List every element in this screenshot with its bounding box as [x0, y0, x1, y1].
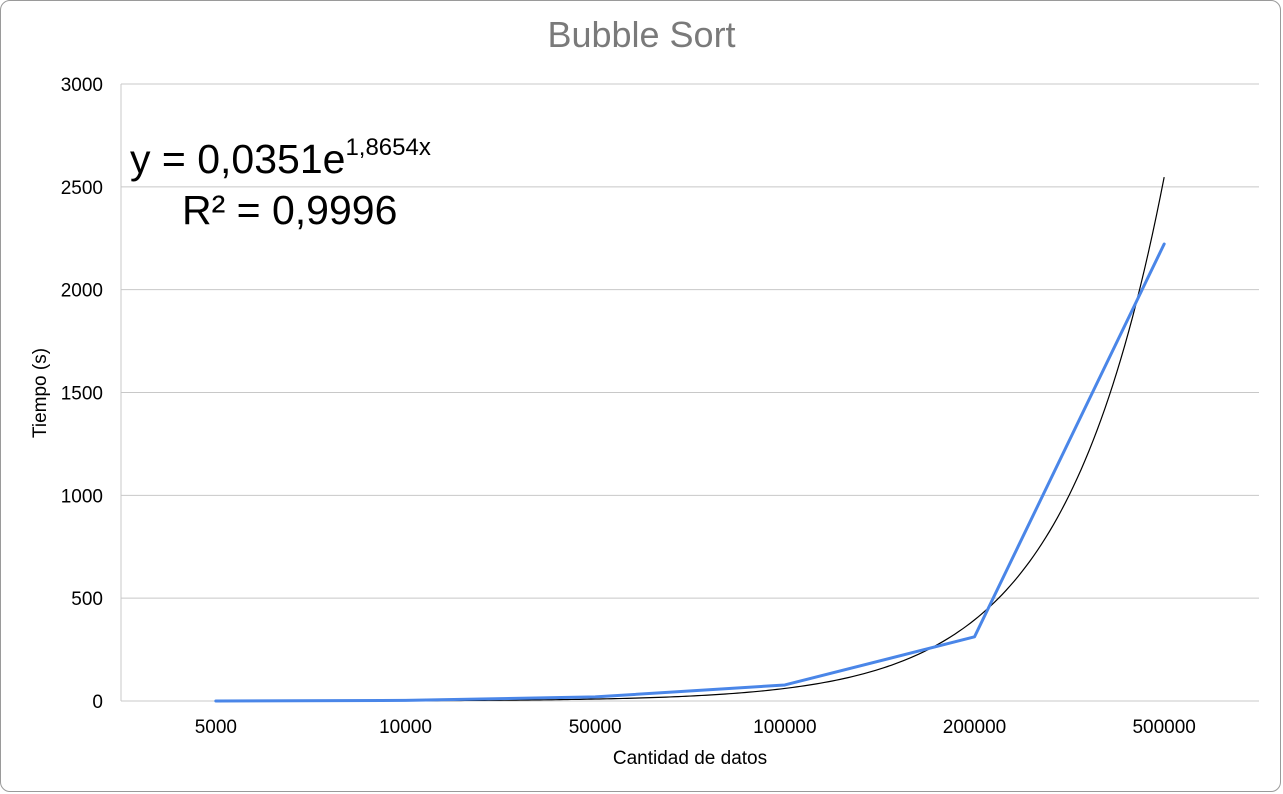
chart-title: Bubble Sort	[547, 14, 736, 55]
trendline-equation-base: y = 0,0351e	[130, 136, 346, 182]
x-tick-label: 5000	[195, 717, 237, 738]
series	[214, 242, 1166, 703]
x-tick-label: 50000	[569, 717, 622, 738]
x-tick-label: 100000	[753, 717, 816, 738]
x-tick-label: 200000	[943, 717, 1006, 738]
y-tick-label: 500	[71, 589, 103, 610]
trendline-equation-exponent: 1,8654x	[345, 134, 431, 161]
x-tick-label: 500000	[1132, 717, 1195, 738]
series-line	[214, 242, 1166, 703]
y-axis-title: Tiempo (s)	[30, 348, 51, 438]
trendline	[215, 176, 1165, 702]
trendline-curve	[215, 176, 1165, 702]
y-tick-labels: 0 500 1000 1500 2000 2500 3000	[61, 75, 103, 713]
y-tick-label: 2000	[61, 281, 103, 302]
y-tick-label: 3000	[61, 75, 103, 96]
x-tick-label: 10000	[379, 717, 432, 738]
y-tick-label: 0	[92, 692, 103, 713]
trendline-r-squared: R² = 0,9996	[182, 187, 398, 233]
x-tick-labels: 5000 10000 50000 100000 200000 500000	[195, 717, 1196, 738]
x-axis-title: Cantidad de datos	[613, 748, 767, 769]
y-tick-label: 1500	[61, 384, 103, 405]
y-tick-label: 1000	[61, 486, 103, 507]
trendline-equation: y = 0,0351e1,8654x	[130, 136, 431, 180]
y-tick-label: 2500	[61, 178, 103, 199]
